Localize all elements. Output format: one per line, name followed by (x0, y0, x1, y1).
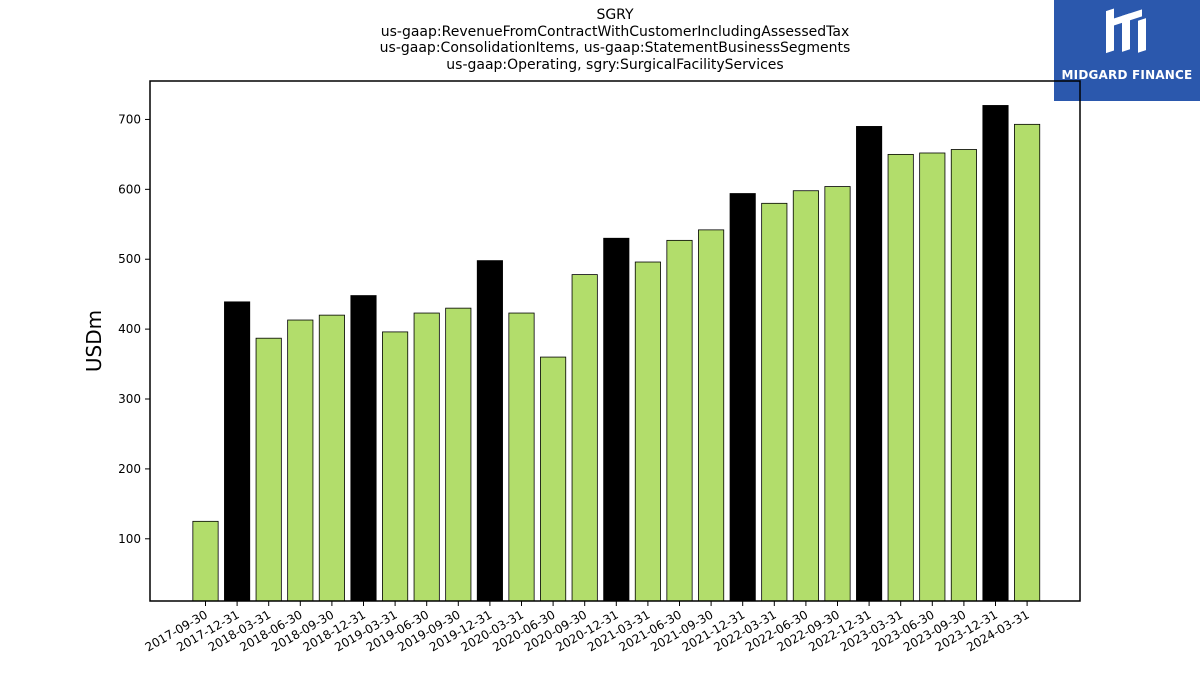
y-tick-label-100: 100 (118, 532, 141, 546)
y-tick-label-500: 500 (118, 252, 141, 266)
chart-title: SGRY (596, 7, 634, 23)
y-tick-label-300: 300 (118, 392, 141, 406)
bar-2018-09-30 (318, 314, 345, 602)
bar-2021-03-31 (634, 261, 661, 602)
bar-2017-09-30 (192, 520, 219, 602)
bar-2024-03-31 (1014, 123, 1041, 602)
bar-2020-03-31 (508, 312, 535, 602)
x-axis: 2017-09-302017-12-312018-03-312018-06-30… (143, 601, 1032, 654)
bar-2022-09-30 (824, 186, 851, 602)
bar-2023-03-31 (887, 153, 914, 602)
bar-2020-06-30 (540, 356, 567, 602)
bar-2017-12-31 (224, 301, 251, 602)
y-tick-label-200: 200 (118, 462, 141, 476)
logo-text: MIDGARD FINANCE (1061, 68, 1193, 82)
chart-subtitle-line-2: us-gaap:ConsolidationItems, us-gaap:Stat… (379, 40, 851, 56)
bar-2023-12-31 (982, 105, 1009, 602)
y-axis-label: USDm (82, 310, 106, 372)
y-axis: 100 200 300 400 500 600 700 (118, 112, 150, 546)
logo-mark-icon (1106, 8, 1146, 54)
bar-2019-09-30 (445, 307, 472, 602)
bar-2018-12-31 (350, 295, 377, 602)
bar-2018-06-30 (287, 319, 314, 602)
bar-2022-03-31 (761, 202, 788, 602)
bar-2019-03-31 (382, 331, 409, 602)
bar-2021-09-30 (698, 229, 725, 602)
midgard-finance-logo: MIDGARD FINANCE (1054, 0, 1200, 101)
bar-2020-09-30 (571, 274, 598, 602)
bar-2019-06-30 (413, 312, 440, 602)
bar-2021-06-30 (666, 239, 693, 602)
chart-subtitle-line-1: us-gaap:RevenueFromContractWithCustomerI… (380, 23, 850, 40)
bars-group (192, 105, 1041, 602)
y-tick-label-400: 400 (118, 322, 141, 336)
bar-2018-03-31 (255, 337, 282, 602)
bar-2023-09-30 (950, 149, 977, 602)
bar-2020-12-31 (603, 237, 630, 602)
y-tick-label-600: 600 (118, 182, 141, 196)
bar-2019-12-31 (476, 260, 503, 602)
chart-subtitle-line-3: us-gaap:Operating, sgry:SurgicalFacility… (446, 56, 784, 73)
bar-2022-06-30 (792, 190, 819, 602)
bar-2022-12-31 (856, 126, 883, 602)
bar-2021-12-31 (729, 193, 756, 602)
chart-title-block: SGRY us-gaap:RevenueFromContractWithCust… (150, 7, 1080, 73)
bar-2023-06-30 (919, 152, 946, 602)
plot-frame (149, 80, 1081, 602)
y-tick-label-700: 700 (118, 112, 141, 126)
